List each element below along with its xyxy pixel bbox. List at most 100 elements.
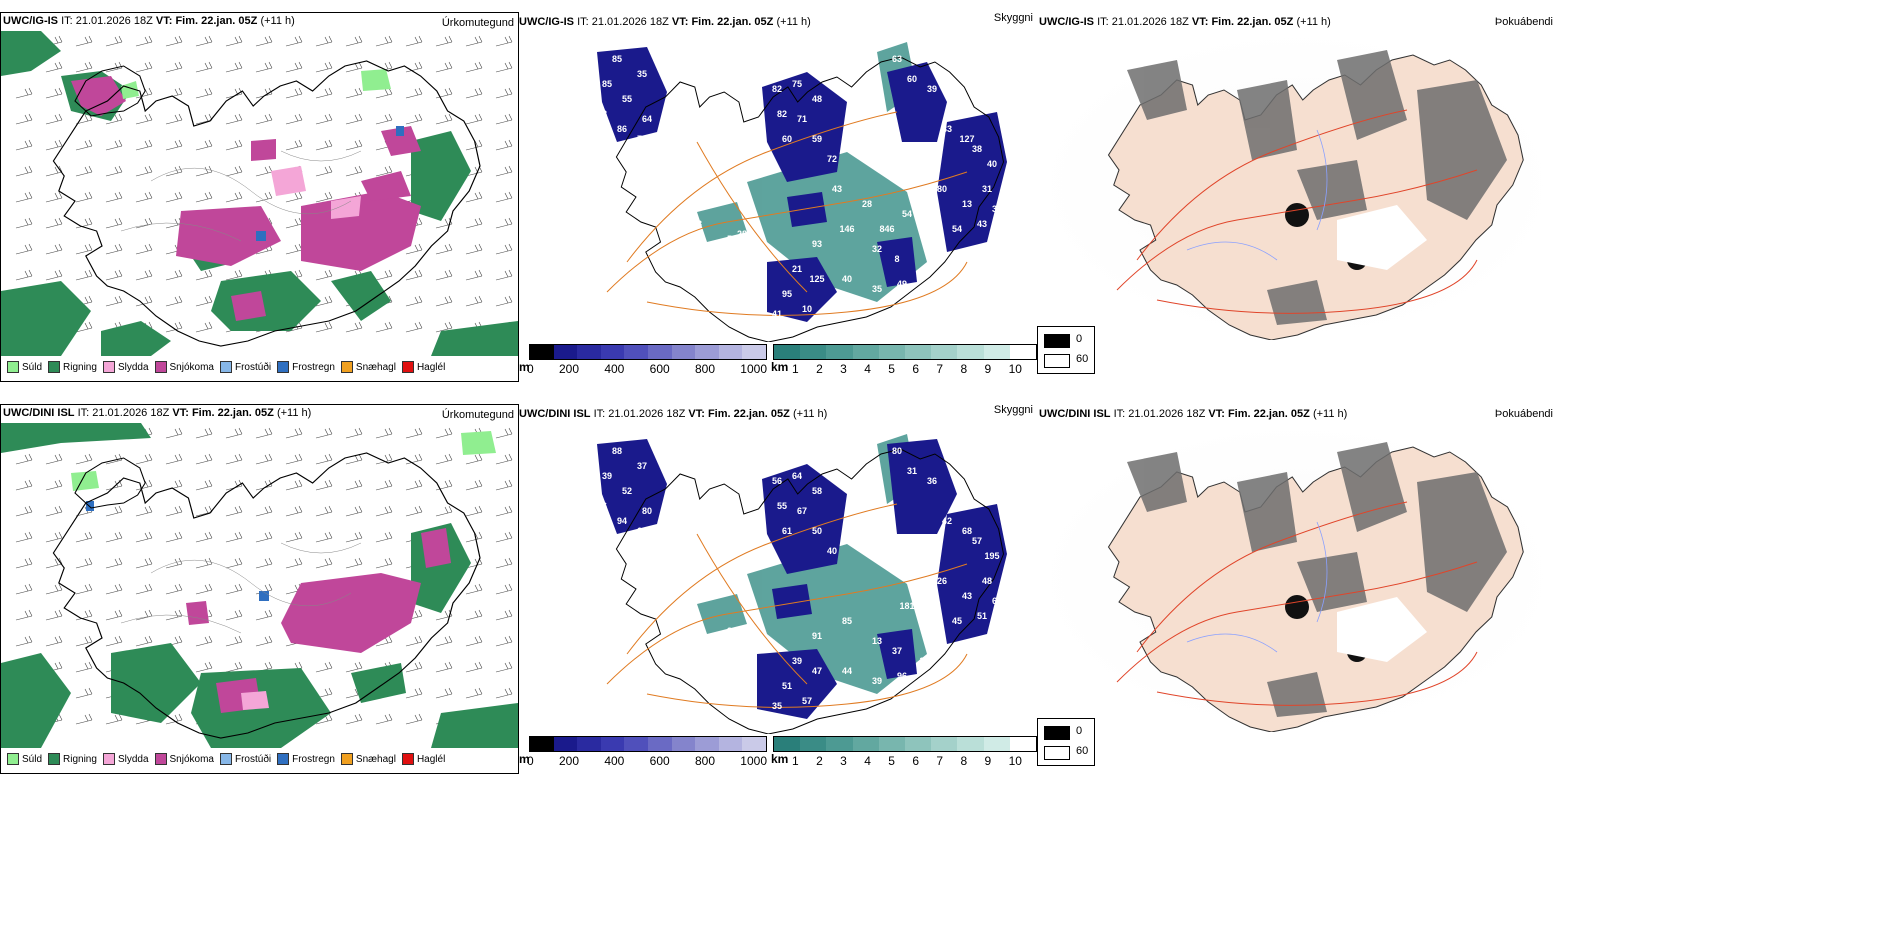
visibility-value: 846 bbox=[879, 224, 894, 234]
wind-barb bbox=[135, 139, 153, 151]
scale-unit-m: m bbox=[519, 752, 530, 766]
visibility-value: 88 bbox=[612, 446, 622, 456]
white-spots bbox=[1337, 597, 1427, 662]
legend-label: Snæhagl bbox=[355, 361, 396, 373]
fog-map-svg bbox=[1037, 30, 1557, 340]
visibility-value: 43 bbox=[832, 184, 842, 194]
scale-color-step bbox=[624, 737, 648, 751]
wind-barb bbox=[435, 269, 453, 281]
wind-barb bbox=[285, 113, 303, 125]
legend-swatch bbox=[7, 361, 19, 373]
it-value: 21.01.2026 18Z bbox=[1111, 16, 1189, 28]
visibility-value: 61 bbox=[782, 526, 792, 536]
scale-unit-m: m bbox=[519, 360, 530, 374]
visibility-value: 28 bbox=[862, 199, 872, 209]
panel-header: UWC/DINI ISL IT: 21.01.2026 18Z VT: Fim.… bbox=[1039, 408, 1347, 420]
wind-barb bbox=[405, 635, 423, 647]
visibility-value: 71 bbox=[797, 114, 807, 124]
wind-barb bbox=[435, 505, 453, 517]
wind-barb bbox=[345, 321, 363, 333]
scale-tick: 800 bbox=[694, 754, 715, 768]
wind-barb bbox=[465, 113, 483, 125]
scale-bar-km bbox=[773, 736, 1037, 752]
visibility-value: 39 bbox=[602, 471, 612, 481]
scale-tick: 600 bbox=[649, 754, 670, 768]
scale-tick: 5 bbox=[888, 362, 895, 376]
wind-barb bbox=[195, 427, 213, 439]
wind-barb bbox=[45, 583, 63, 595]
wind-barb bbox=[75, 217, 93, 229]
visibility-value: 57 bbox=[972, 536, 982, 546]
wind-barb bbox=[165, 35, 183, 47]
wind-barb bbox=[15, 531, 33, 543]
visibility-value: 42 bbox=[942, 516, 952, 526]
wind-barb bbox=[105, 635, 123, 647]
scale-tick: 4 bbox=[864, 754, 871, 768]
wind-barb bbox=[135, 191, 153, 203]
wind-barb bbox=[405, 713, 423, 725]
fog-map-svg bbox=[1037, 422, 1557, 732]
wind-barb bbox=[75, 635, 93, 647]
wind-barb bbox=[375, 531, 393, 543]
panel-title: Úrkomutegund bbox=[441, 17, 514, 29]
vt-value: Fim. 22.jan. 05Z bbox=[191, 407, 274, 419]
drizzle-areas bbox=[121, 69, 391, 99]
legend-label: Frostregn bbox=[292, 753, 335, 765]
scale-color-step bbox=[742, 345, 766, 359]
sleet-areas bbox=[241, 691, 269, 710]
wind-barb bbox=[285, 87, 303, 99]
visibility-labels: 85 35 85 55 88 64 86 79 82 75 48 82 71 60 59 72 63 60 39 33… bbox=[597, 54, 1002, 329]
visibility-value: 85 bbox=[602, 79, 612, 89]
wind-barb bbox=[315, 61, 333, 73]
wind-barb bbox=[465, 531, 483, 543]
scale-color-step bbox=[774, 345, 801, 359]
wind-barb bbox=[495, 661, 513, 673]
wind-barb bbox=[45, 635, 63, 647]
legend-label: Frostúði bbox=[234, 361, 272, 373]
wind-barb bbox=[75, 191, 93, 203]
wind-barb bbox=[75, 321, 93, 333]
wind-barb bbox=[195, 61, 213, 73]
wind-barb bbox=[495, 243, 513, 255]
visibility-value: 10 bbox=[802, 304, 812, 314]
scale-tick: 10 bbox=[1008, 754, 1022, 768]
visibility-value: 94 bbox=[617, 516, 627, 526]
wind-barb bbox=[465, 687, 483, 699]
wind-barb bbox=[15, 453, 33, 465]
it-label: IT: bbox=[1097, 16, 1109, 28]
blue-areas bbox=[597, 47, 1007, 322]
vt-value: Fim. 22.jan. 05Z bbox=[1211, 16, 1294, 28]
legend-item: Rigning bbox=[48, 753, 97, 765]
wind-barb bbox=[435, 35, 453, 47]
wind-barb bbox=[345, 479, 363, 491]
wind-barb bbox=[135, 35, 153, 47]
wind-barb bbox=[105, 35, 123, 47]
wind-barb bbox=[75, 243, 93, 255]
wind-barb bbox=[195, 635, 213, 647]
scale-color-step bbox=[671, 345, 696, 359]
legend-label: Frostúði bbox=[234, 753, 272, 765]
visibility-value: 62 bbox=[637, 526, 647, 536]
visibility-value: 48 bbox=[982, 576, 992, 586]
precip-type-panel-top: UWC/IG-IS IT: 21.01.2026 18Z VT: Fim. 22… bbox=[0, 12, 519, 382]
wind-barb bbox=[285, 243, 303, 255]
wind-barb bbox=[495, 191, 513, 203]
legend-label: Haglél bbox=[416, 361, 446, 373]
wind-barb bbox=[315, 35, 333, 47]
wind-barb bbox=[375, 427, 393, 439]
scale-color-step bbox=[600, 737, 625, 751]
wind-barb bbox=[195, 531, 213, 543]
scale-tick: 7 bbox=[936, 362, 944, 376]
scale-color-step bbox=[800, 345, 827, 359]
visibility-value: 177 bbox=[919, 566, 934, 576]
scale-color-step bbox=[852, 345, 879, 359]
wind-barb bbox=[255, 453, 273, 465]
wind-barb bbox=[405, 505, 423, 517]
visibility-value: 40 bbox=[827, 546, 837, 556]
roads bbox=[1116, 109, 1478, 314]
visibility-value: 127 bbox=[959, 134, 974, 144]
wind-barb bbox=[315, 505, 333, 517]
scale-color-step bbox=[957, 737, 984, 751]
wind-barb bbox=[45, 87, 63, 99]
cloud-legend-swatch bbox=[1044, 334, 1070, 348]
